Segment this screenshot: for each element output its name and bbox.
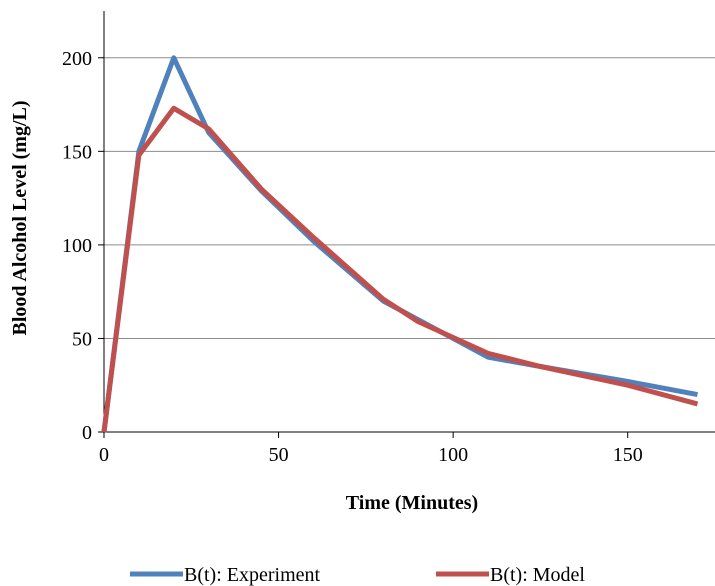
x-tick-label-0: 0 xyxy=(99,444,109,466)
y-tick-label-200: 200 xyxy=(62,48,92,70)
y-tick-label-100: 100 xyxy=(62,235,92,257)
axes xyxy=(98,11,715,438)
gridlines xyxy=(104,57,715,339)
y-axis-title: Blood Alcohol Level (mg/L) xyxy=(9,101,31,336)
x-tick-label-50: 50 xyxy=(269,444,289,466)
series-lines xyxy=(101,55,699,433)
x-tick-label-150: 150 xyxy=(613,444,643,466)
legend-label-b-t-model: B(t): Model xyxy=(490,564,585,586)
series-line-b-t-model xyxy=(101,105,699,433)
y-tick-label-150: 150 xyxy=(62,141,92,163)
legend: B(t): Experiment B(t): Model xyxy=(130,564,585,586)
y-tick-label-0: 0 xyxy=(82,422,92,444)
x-tick-label-100: 100 xyxy=(438,444,468,466)
legend-label-b-t-experiment: B(t): Experiment xyxy=(184,564,321,586)
tick-labels: 0 50 100 150 200 0 50 100 150 xyxy=(62,48,643,466)
x-axis-title: Time (Minutes) xyxy=(346,492,478,514)
y-tick-label-50: 50 xyxy=(72,328,92,350)
